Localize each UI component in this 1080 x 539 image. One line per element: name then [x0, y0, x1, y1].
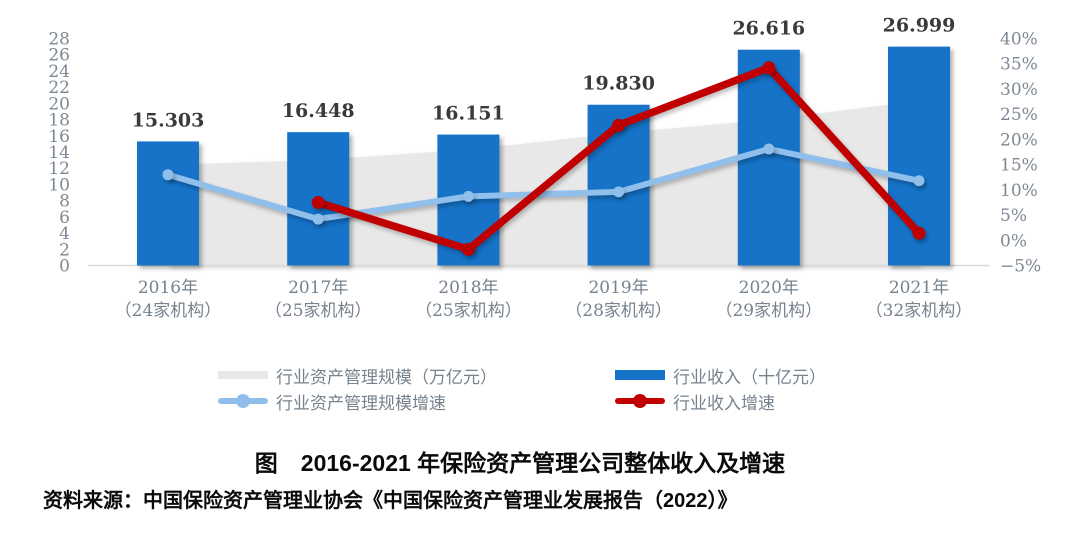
bar-value-label: 19.830 [582, 73, 655, 95]
left-axis-tick: 24 [48, 62, 70, 82]
area-swatch [218, 371, 268, 379]
figure-source: 资料来源：中国保险资产管理业协会《中国保险资产管理业发展报告（2022）》 [43, 490, 738, 512]
category-sublabel: （29家机构） [715, 301, 822, 321]
right-axis-tick: 25% [1000, 105, 1038, 125]
revenue-growth-line-point [612, 118, 626, 132]
light-blue-line-swatch [218, 398, 268, 404]
left-axis-tick: 22 [48, 78, 70, 98]
revenue-growth-line-point [762, 61, 776, 75]
aum-growth-line [165, 145, 922, 223]
category-label: 2020年 [739, 278, 799, 298]
legend-label-revenue-growth: 行业收入增速 [673, 393, 775, 414]
aum-growth-line-point [462, 190, 474, 202]
right-axis-tick: 5% [1000, 206, 1027, 226]
red-line-swatch [615, 398, 665, 404]
bar-value-label: 26.616 [732, 18, 805, 40]
aum-growth-line-point [613, 186, 625, 198]
left-axis-tick: 20 [48, 94, 70, 114]
category-sublabel: （32家机构） [866, 301, 973, 321]
bar-value-label: 15.303 [132, 109, 205, 131]
left-axis-tick: 10 [48, 175, 70, 195]
left-axis-tick: 6 [59, 208, 70, 228]
figure-title: 图 2016-2021 年保险资产管理公司整体收入及增速 [254, 450, 786, 476]
revenue-growth-line-point [461, 242, 475, 256]
right-axis-tick: −5% [1000, 257, 1041, 277]
left-axis-tick: 4 [59, 224, 70, 244]
revenue-bar-2016年 [137, 141, 199, 266]
right-axis-tick: 20% [1000, 130, 1038, 150]
left-axis-tick: 2 [59, 240, 70, 260]
legend-item-revenue-growth: 行业收入增速 [615, 390, 775, 414]
bar-value-label: 26.999 [883, 15, 956, 37]
left-axis-tick: 12 [48, 159, 70, 179]
aum-growth-line-point [312, 213, 324, 225]
category-sublabel: （28家机构） [565, 301, 672, 321]
aum-growth-line-point [913, 175, 925, 187]
revenue-growth-line-point [912, 226, 926, 240]
aum-growth-line-point [162, 169, 174, 181]
right-axis-tick: 40% [1000, 30, 1038, 50]
left-axis-tick: 26 [48, 46, 70, 66]
right-axis-tick: 10% [1000, 181, 1038, 201]
bar-value-label: 16.448 [282, 100, 355, 122]
bar-swatch [615, 370, 665, 380]
category-sublabel: （25家机构） [265, 301, 372, 321]
left-axis-tick: 18 [48, 111, 70, 131]
left-axis-tick: 14 [48, 143, 70, 163]
category-label: 2021年 [889, 278, 949, 298]
revenue-growth-line-point [311, 195, 325, 209]
category-sublabel: （24家机构） [115, 301, 222, 321]
right-axis-tick: 0% [1000, 231, 1027, 251]
right-axis-tick: 15% [1000, 156, 1038, 176]
legend-label-aum-growth: 行业资产管理规模增速 [276, 393, 446, 414]
right-axis-tick: 30% [1000, 80, 1038, 100]
legend-item-revenue: 行业收入（十亿元） [615, 364, 826, 388]
right-axis-tick: 35% [1000, 55, 1038, 75]
category-label: 2017年 [288, 278, 348, 298]
category-label: 2016年 [138, 278, 198, 298]
legend-label-revenue: 行业收入（十亿元） [673, 367, 826, 388]
legend-item-aum-growth: 行业资产管理规模增速 [218, 390, 446, 414]
legend-label-aum-scale: 行业资产管理规模（万亿元） [276, 367, 497, 388]
left-axis-tick: 16 [48, 127, 70, 147]
left-axis-tick: 8 [59, 192, 70, 212]
aum-growth-line-point [763, 143, 775, 155]
bar-value-label: 16.151 [432, 103, 505, 125]
legend-item-aum-scale: 行业资产管理规模（万亿元） [218, 364, 497, 388]
left-axis-tick: 28 [48, 30, 70, 50]
category-label: 2019年 [588, 278, 648, 298]
left-axis-tick: 0 [59, 257, 70, 277]
category-sublabel: （25家机构） [415, 301, 522, 321]
category-label: 2018年 [438, 278, 498, 298]
